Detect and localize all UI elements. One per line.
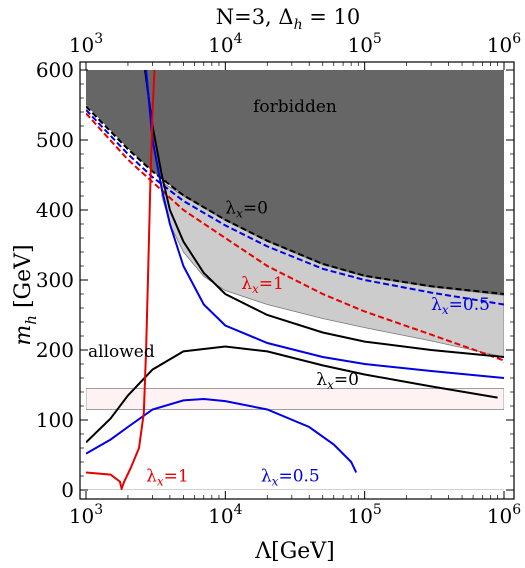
- y-tick-label: 600: [36, 58, 74, 82]
- annotation-0: λx=0: [225, 199, 268, 221]
- x-tick-label-top: 105: [347, 31, 381, 57]
- forbidden-label: forbidden: [253, 97, 337, 117]
- plot-area: [86, 70, 504, 490]
- series-upper-dashed-red: [86, 112, 504, 364]
- mass-band: [86, 388, 504, 410]
- y-tick-label: 200: [36, 338, 74, 362]
- series-lower-blue: [86, 397, 358, 473]
- annotation-3: λx=0: [316, 370, 359, 392]
- series-lower-black: [86, 345, 498, 444]
- x-tick-label: 103: [69, 502, 103, 528]
- x-tick-label: 106: [487, 502, 521, 528]
- series-upper-dashed-blue: [86, 109, 504, 306]
- series-upper-dashed-black: [86, 105, 504, 295]
- x-tick-label-top: 103: [69, 31, 103, 57]
- y-tick-label: 500: [36, 128, 74, 152]
- annotation-1: λx=1: [241, 274, 284, 296]
- x-tick-label-top: 106: [487, 31, 521, 57]
- annotations: λx=0 λx=1 λx=0.5 λx=0 λx=1 λx=0.5: [146, 199, 490, 489]
- region-forbidden: [86, 70, 504, 296]
- x-tick-label: 104: [208, 502, 242, 528]
- y-tick-label: 400: [36, 198, 74, 222]
- axis-ticks: 0100200300400500600103103104104105105106…: [36, 31, 521, 528]
- allowed-label: allowed: [88, 342, 155, 362]
- x-axis-title: Λ[GeV]: [254, 539, 335, 564]
- y-axis-title: mh [GeV]: [11, 244, 40, 345]
- series-red-lambda1: [86, 70, 156, 490]
- y-tick-label: 0: [61, 478, 74, 502]
- y-tick-label: 300: [36, 268, 74, 292]
- annotation-2: λx=0.5: [431, 295, 490, 317]
- y-tick-label: 100: [36, 408, 74, 432]
- series-upper-black-solid: [144, 70, 504, 358]
- series-upper-blue-solid: [145, 70, 504, 379]
- x-tick-label: 105: [347, 502, 381, 528]
- chart-title: N=3, Δh = 10: [216, 5, 361, 33]
- x-tick-label-top: 104: [208, 31, 242, 57]
- annotation-5: λx=0.5: [261, 467, 320, 489]
- annotation-4: λx=1: [146, 467, 189, 489]
